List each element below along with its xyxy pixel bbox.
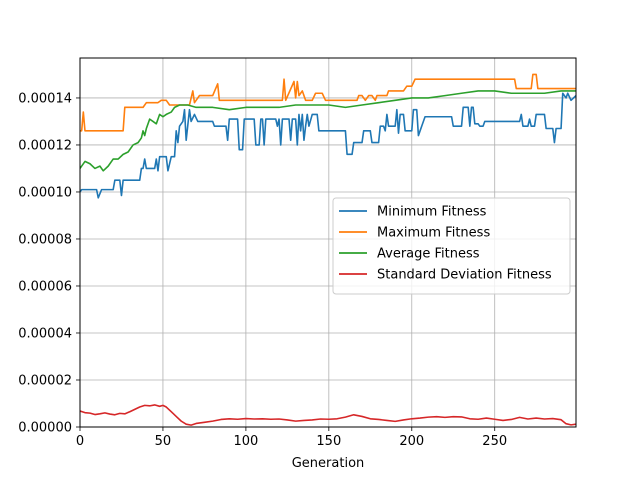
x-tick-label: 50 <box>155 434 172 449</box>
legend-entry: Standard Deviation Fitness <box>377 268 552 283</box>
y-tick-label: 0.00002 <box>18 373 72 388</box>
y-tick-label: 0.00014 <box>18 91 72 106</box>
x-axis-ticks: 0 50 100 150 200 250 <box>76 427 507 449</box>
series-group <box>80 73 576 426</box>
x-tick-label: 100 <box>233 434 258 449</box>
y-tick-label: 0.00000 <box>18 421 72 436</box>
y-tick-label: 0.00006 <box>18 279 72 294</box>
series-line-2 <box>80 73 576 132</box>
y-tick-label: 0.00012 <box>18 138 72 153</box>
y-axis-ticks: 0.00000 0.00002 0.00004 0.00006 0.00008 0.000… <box>18 91 80 436</box>
y-tick-label: 0.00010 <box>18 185 72 200</box>
plot-frame <box>79 57 577 428</box>
series-line-3 <box>80 90 576 172</box>
legend-box <box>332 197 571 295</box>
x-tick-label: 250 <box>482 434 507 449</box>
x-axis-label: Generation <box>292 456 365 471</box>
legend: Minimum Fitness Maximum Fitness Average Fi… <box>332 197 571 295</box>
legend-entry: Maximum Fitness <box>377 226 490 241</box>
legend-entry: Average Fitness <box>377 247 480 262</box>
legend-entry: Minimum Fitness <box>377 205 487 220</box>
series-line-4 <box>80 404 576 426</box>
y-tick-label: 0.00008 <box>18 232 72 247</box>
x-tick-label: 0 <box>76 434 84 449</box>
series-line-1 <box>80 92 576 199</box>
x-tick-label: 150 <box>316 434 341 449</box>
y-tick-label: 0.00004 <box>18 326 72 341</box>
x-tick-label: 200 <box>399 434 424 449</box>
